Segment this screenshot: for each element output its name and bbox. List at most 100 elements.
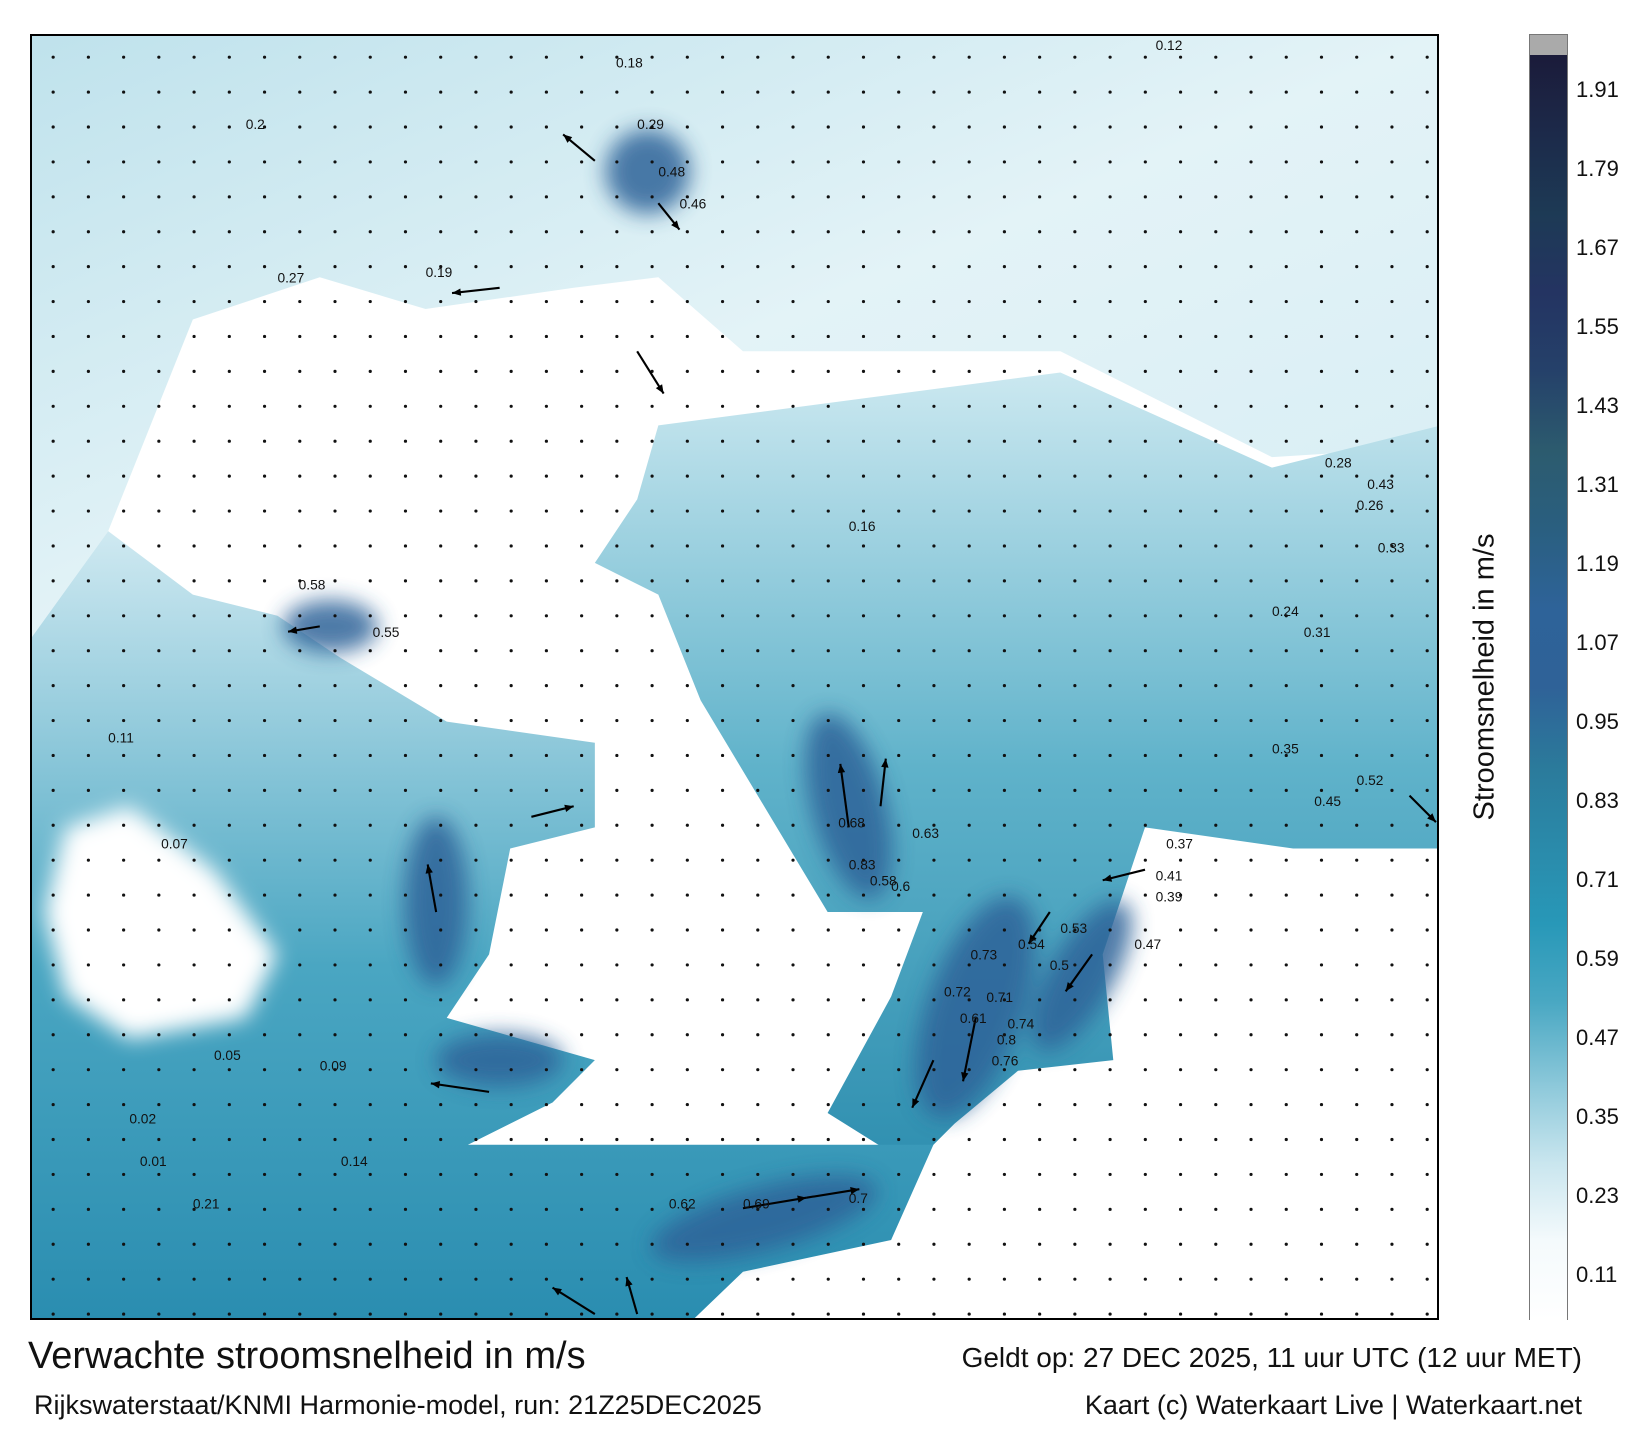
vector-dot	[720, 404, 725, 408]
vector-dot	[86, 1277, 90, 1281]
vector-dot	[650, 823, 654, 827]
vector-dot	[650, 265, 654, 269]
vector-dot	[685, 544, 689, 548]
vector-dot	[791, 1033, 795, 1037]
vector-dot	[1319, 90, 1324, 94]
vector-dot	[298, 998, 302, 1002]
vector-dot	[1038, 649, 1042, 653]
vector-dot	[157, 1033, 161, 1037]
vector-dot	[1073, 1068, 1077, 1072]
vector-dot	[861, 160, 866, 164]
vector-dot	[756, 474, 760, 478]
vector-dot	[897, 788, 901, 792]
vector-dot	[227, 998, 231, 1002]
vector-dot	[861, 823, 866, 827]
vector-dot	[368, 1242, 372, 1246]
vector-dot	[580, 1277, 584, 1281]
vector-dot	[861, 90, 866, 94]
vector-dot	[439, 1172, 443, 1176]
vector-dot	[967, 230, 971, 234]
vector-dot	[262, 963, 267, 967]
vector-dot	[720, 544, 725, 548]
vector-dot	[1073, 230, 1077, 234]
colorbar-segment	[1530, 1240, 1567, 1320]
vector-dot	[1108, 1312, 1112, 1316]
vector-dot	[544, 55, 548, 59]
vector-dot	[1390, 334, 1394, 339]
vector-dot	[1073, 718, 1077, 723]
vector-dot	[403, 299, 408, 304]
colorbar-tick-label: 1.19	[1576, 550, 1619, 576]
vector-dot	[227, 474, 231, 478]
vector-dot	[1143, 125, 1147, 129]
vector-dot	[720, 299, 725, 304]
vector-dot	[1073, 1172, 1077, 1176]
vector-dot	[756, 928, 760, 932]
current-arrow-head	[797, 1195, 807, 1203]
vector-dot	[1390, 998, 1394, 1002]
vector-dot	[86, 1068, 90, 1072]
vector-dot	[1284, 404, 1288, 408]
vector-dot	[791, 90, 795, 94]
vector-dot	[650, 1207, 654, 1211]
vector-dot	[897, 474, 901, 478]
vector-dot	[897, 509, 901, 513]
vector-dot	[509, 893, 513, 897]
speed-labels: 0.120.180.2 0.290.480.460.27 0.190.580.550…	[108, 38, 1405, 1212]
vector-dot	[1214, 1102, 1218, 1107]
vector-dot	[157, 718, 161, 723]
vector-dot	[1249, 1033, 1253, 1037]
vector-dot	[650, 788, 654, 792]
vector-dot	[685, 649, 689, 653]
vector-dot	[509, 509, 513, 513]
vector-dot	[967, 858, 971, 862]
vector-dot	[1143, 718, 1147, 723]
vector-dot	[1214, 404, 1218, 408]
vector-dot	[1214, 823, 1218, 827]
vector-dot	[192, 404, 196, 408]
vector-dot	[1249, 299, 1253, 304]
vector-dot	[368, 544, 372, 548]
vector-dot	[544, 753, 548, 758]
vector-dot	[157, 649, 161, 653]
speed-label: 0.47	[1134, 937, 1161, 952]
vector-dot	[1355, 369, 1359, 373]
vector-dot	[298, 1172, 302, 1176]
vector-dot	[720, 55, 725, 59]
vector-dot	[1143, 265, 1147, 269]
colorbar-segment	[1530, 1003, 1567, 1083]
vector-dot	[1355, 963, 1359, 967]
vector-dot	[439, 299, 443, 304]
water-south-west	[32, 531, 934, 1318]
vector-dot	[1284, 1102, 1288, 1107]
vector-dot	[932, 90, 936, 94]
vector-dot	[192, 265, 196, 269]
vector-dot	[1108, 684, 1112, 688]
vector-dot	[932, 579, 936, 583]
vector-dot	[615, 1102, 619, 1107]
vector-dot	[1002, 1207, 1006, 1211]
vector-dot	[122, 1172, 126, 1176]
vector-dot	[685, 1242, 689, 1246]
vector-dot	[1073, 1312, 1077, 1316]
vector-dot	[1390, 125, 1394, 129]
vector-dot	[897, 1172, 901, 1176]
vector-dot	[1073, 265, 1077, 269]
vector-dot	[509, 649, 513, 653]
vector-dot	[685, 334, 689, 339]
vector-dot	[227, 160, 231, 164]
vector-dot	[333, 1207, 337, 1211]
vector-dot	[1355, 753, 1359, 758]
vector-dot	[1178, 998, 1183, 1002]
map-canvas: 0.120.180.2 0.290.480.460.27 0.190.580.550…	[32, 36, 1437, 1318]
vector-dot	[897, 299, 901, 304]
vector-dot	[1143, 55, 1147, 59]
colorbar-tick-label: 0.35	[1576, 1103, 1619, 1129]
vector-dot	[51, 718, 55, 723]
vector-dot	[333, 649, 337, 653]
vector-dot	[720, 474, 725, 478]
vector-dot	[51, 230, 55, 234]
vector-dot	[1143, 439, 1147, 443]
vector-dot	[1390, 1277, 1394, 1281]
vector-dot	[1214, 858, 1218, 862]
